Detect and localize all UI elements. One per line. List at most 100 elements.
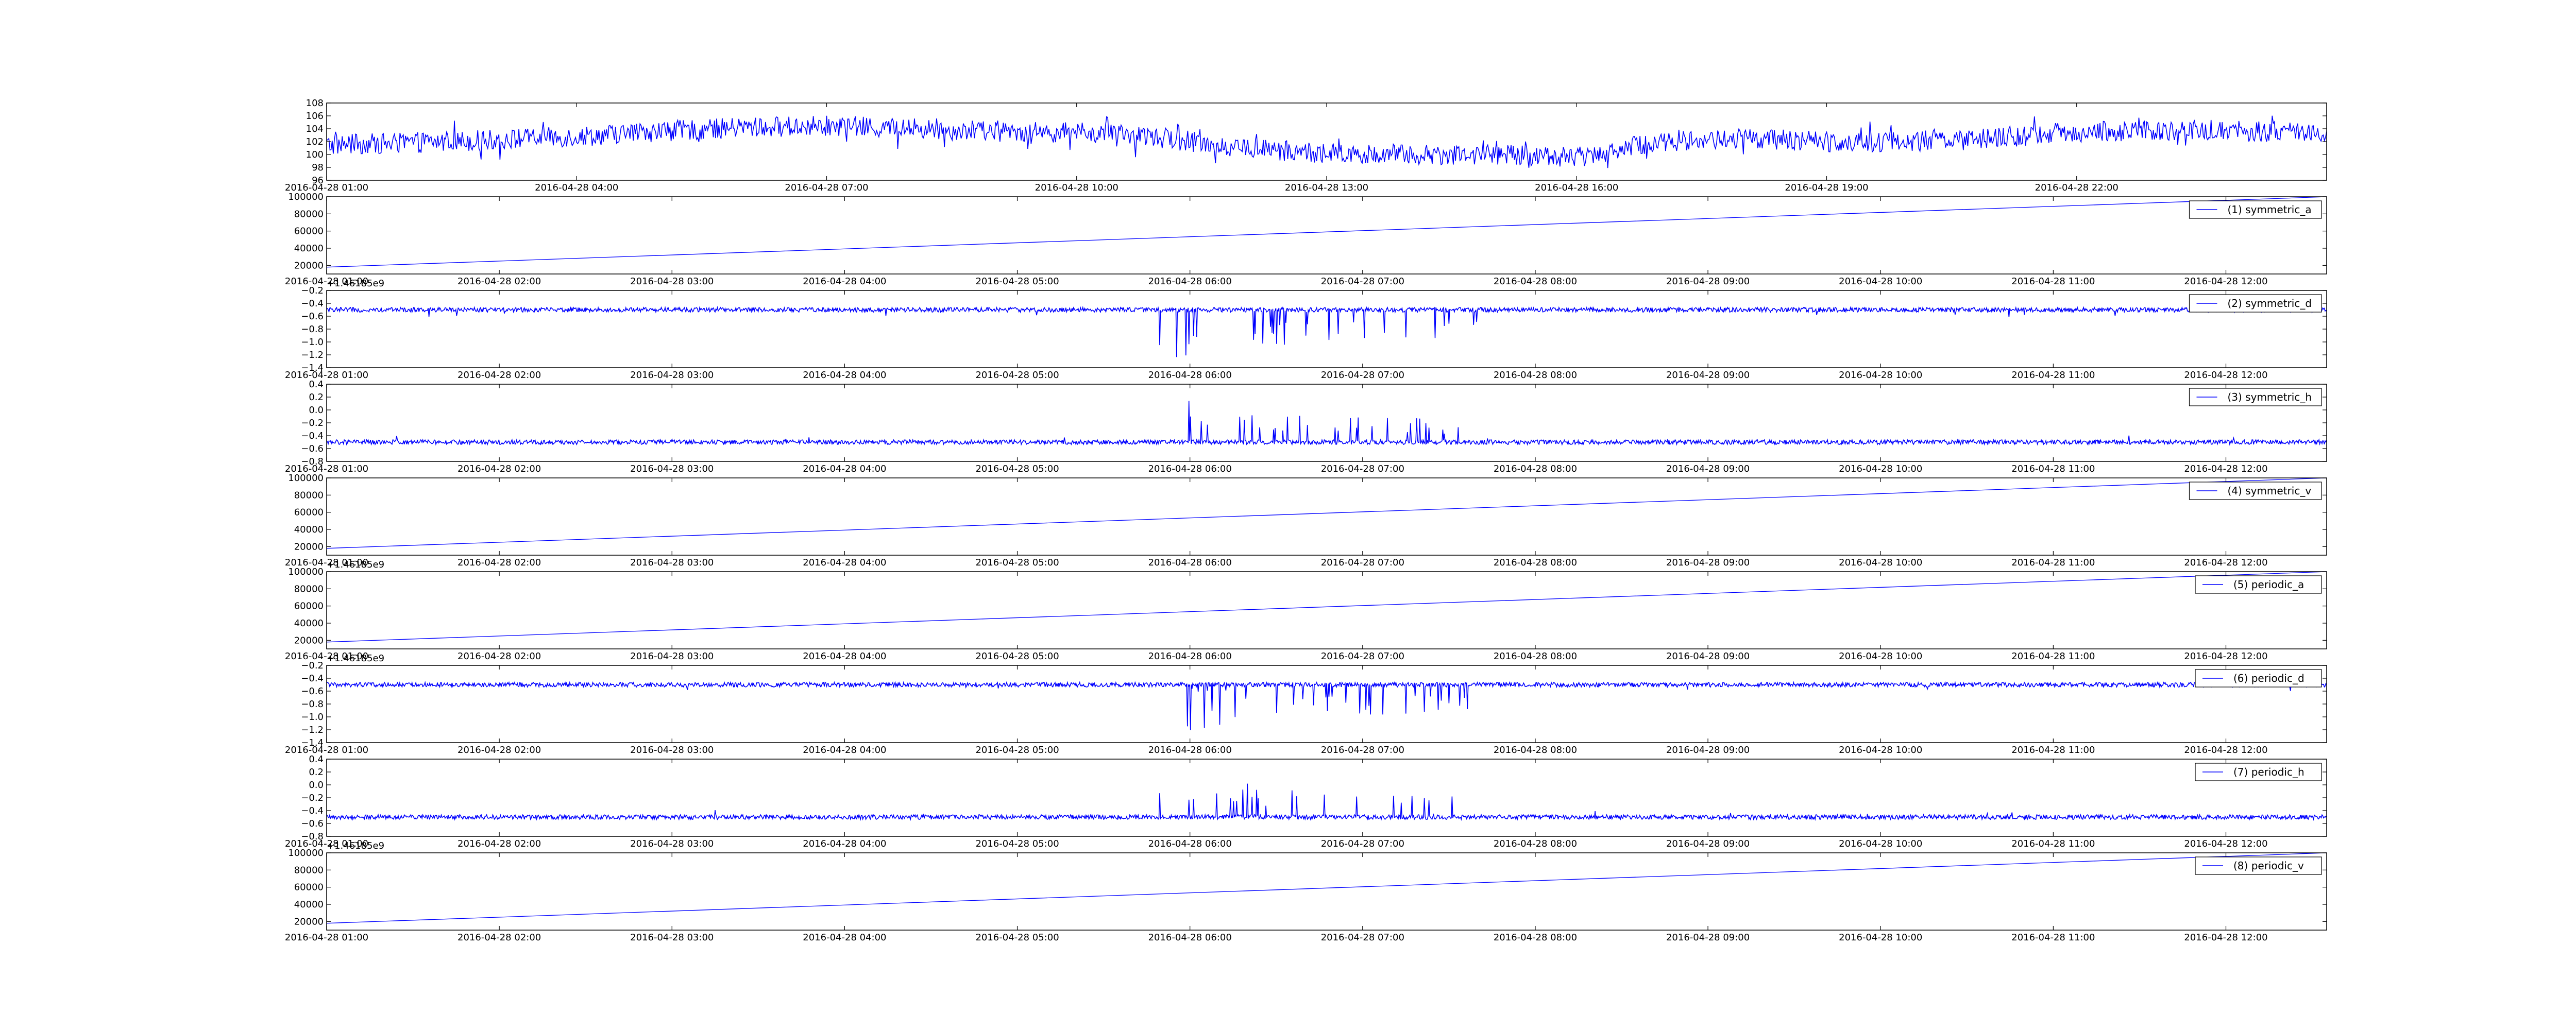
axes-frame bbox=[326, 290, 2327, 368]
x-tick-label: 2016-04-28 05:00 bbox=[975, 464, 1059, 474]
y-tick-label: 0.2 bbox=[309, 392, 324, 403]
legend-label: (7) periodic_h bbox=[2233, 766, 2304, 778]
y-tick-label: 20000 bbox=[294, 635, 324, 646]
x-tick-label: 2016-04-28 06:00 bbox=[1148, 464, 1232, 474]
x-tick-label: 2016-04-28 10:00 bbox=[1035, 182, 1118, 193]
x-tick-label: 2016-04-28 06:00 bbox=[1148, 370, 1232, 381]
legend-label: (6) periodic_d bbox=[2233, 672, 2304, 684]
x-tick-label: 2016-04-28 09:00 bbox=[1666, 932, 1750, 943]
legend: (2) symmetric_d bbox=[2189, 294, 2322, 313]
axes-frame bbox=[326, 384, 2327, 462]
x-tick-label: 2016-04-28 08:00 bbox=[1494, 276, 1577, 287]
x-tick-label: 2016-04-28 02:00 bbox=[457, 557, 541, 568]
x-tick-label: 2016-04-28 11:00 bbox=[2011, 276, 2095, 287]
x-tick-label: 2016-04-28 02:00 bbox=[457, 651, 541, 662]
axes-frame bbox=[326, 102, 2327, 181]
x-tick-label: 2016-04-28 12:00 bbox=[2184, 838, 2267, 849]
x-tick-label: 2016-04-28 12:00 bbox=[2184, 557, 2267, 568]
x-tick-label: 2016-04-28 05:00 bbox=[975, 838, 1059, 849]
y-tick-label: 60000 bbox=[294, 507, 324, 518]
x-tick-label: 2016-04-28 06:00 bbox=[1148, 838, 1232, 849]
x-tick-label: 2016-04-28 05:00 bbox=[975, 276, 1059, 287]
y-tick-label: −0.8 bbox=[301, 831, 324, 842]
series-line bbox=[326, 196, 2327, 268]
y-tick-label: 100000 bbox=[288, 192, 324, 202]
x-tick-label: 2016-04-28 12:00 bbox=[2184, 370, 2267, 381]
subplot-3: −1.4 −1.2 −1.0 −0.8 −0.6 −0.4 −0.2 2016-04-28 0… bbox=[285, 285, 2327, 381]
y-tick-label: −0.6 bbox=[301, 311, 324, 322]
x-tick-label: 2016-04-28 09:00 bbox=[1666, 838, 1750, 849]
x-tick-label: 2016-04-28 02:00 bbox=[457, 932, 541, 943]
y-tick-label: −1.4 bbox=[301, 737, 324, 748]
x-tick-label: 2016-04-28 12:00 bbox=[2184, 464, 2267, 474]
x-tick-label: 2016-04-28 16:00 bbox=[1535, 182, 1618, 193]
x-tick-label: 2016-04-28 07:00 bbox=[1321, 557, 1404, 568]
y-tick-label: −0.4 bbox=[301, 673, 324, 684]
x-tick-label: 2016-04-28 01:00 bbox=[285, 276, 368, 287]
subplot-4: −0.8 −0.6 −0.4 −0.2 0.0 0.2 0.4 2016-04-28 01:0… bbox=[285, 379, 2327, 474]
y-tick-label: −1.0 bbox=[301, 712, 324, 723]
y-tick-label: −0.4 bbox=[301, 298, 324, 309]
series-line bbox=[326, 571, 2327, 643]
y-tick-label: 60000 bbox=[294, 601, 324, 612]
y-tick-label: 60000 bbox=[294, 882, 324, 893]
x-tick-label: 2016-04-28 09:00 bbox=[1666, 464, 1750, 474]
axes-frame bbox=[326, 196, 2327, 274]
x-tick-label: 2016-04-28 07:00 bbox=[1321, 464, 1404, 474]
x-tick-label: 2016-04-28 12:00 bbox=[2184, 932, 2267, 943]
y-tick-label: −0.6 bbox=[301, 818, 324, 829]
subplot-1: 96 98 100 102 104 106 108 2016-04-28 01:00 2016-… bbox=[285, 98, 2327, 193]
y-tick-label: 0.0 bbox=[309, 780, 324, 791]
y-tick-label: 0.4 bbox=[309, 379, 324, 390]
x-tick-label: 2016-04-28 01:00 bbox=[285, 745, 368, 756]
x-tick-label: 2016-04-28 06:00 bbox=[1148, 276, 1232, 287]
y-tick-label: −0.4 bbox=[301, 431, 324, 441]
x-tick-label: 2016-04-28 12:00 bbox=[2184, 276, 2267, 287]
x-tick-label: 2016-04-28 05:00 bbox=[975, 651, 1059, 662]
x-tick-label: 2016-04-28 03:00 bbox=[630, 370, 714, 381]
x-tick-label: 2016-04-28 13:00 bbox=[1285, 182, 1368, 193]
x-tick-label: 2016-04-28 08:00 bbox=[1494, 370, 1577, 381]
x-tick-label: 2016-04-28 10:00 bbox=[1839, 651, 1922, 662]
y-tick-label: −0.6 bbox=[301, 686, 324, 697]
x-tick-label: 2016-04-28 02:00 bbox=[457, 276, 541, 287]
x-tick-label: 2016-04-28 07:00 bbox=[1321, 932, 1404, 943]
offset-label: +1.46185e9 bbox=[327, 559, 384, 570]
legend-label: (8) periodic_v bbox=[2233, 860, 2304, 872]
y-tick-label: −0.2 bbox=[301, 660, 324, 671]
subplot-9: 20000 40000 60000 80000 100000 2016-04-28 01:… bbox=[285, 848, 2327, 943]
y-tick-label: 40000 bbox=[294, 899, 324, 910]
legend: (1) symmetric_a bbox=[2189, 200, 2322, 219]
x-tick-label: 2016-04-28 02:00 bbox=[457, 745, 541, 756]
y-tick-label: −1.4 bbox=[301, 363, 324, 373]
x-tick-label: 2016-04-28 07:00 bbox=[1321, 276, 1404, 287]
x-tick-label: 2016-04-28 10:00 bbox=[1839, 838, 1922, 849]
y-tick-label: −0.6 bbox=[301, 443, 324, 454]
x-tick-label: 2016-04-28 03:00 bbox=[630, 745, 714, 756]
legend: (3) symmetric_h bbox=[2189, 388, 2322, 406]
y-tick-label: 40000 bbox=[294, 243, 324, 254]
y-tick-label: −1.2 bbox=[301, 725, 324, 735]
x-tick-label: 2016-04-28 10:00 bbox=[1839, 557, 1922, 568]
x-tick-label: 2016-04-28 09:00 bbox=[1666, 276, 1750, 287]
x-tick-label: 2016-04-28 08:00 bbox=[1494, 464, 1577, 474]
x-tick-label: 2016-04-28 01:00 bbox=[285, 651, 368, 662]
x-tick-label: 2016-04-28 08:00 bbox=[1494, 745, 1577, 756]
x-tick-label: 2016-04-28 03:00 bbox=[630, 838, 714, 849]
legend-label: (3) symmetric_h bbox=[2228, 391, 2312, 403]
legend-label: (2) symmetric_d bbox=[2228, 297, 2312, 310]
y-tick-label: 98 bbox=[312, 162, 324, 173]
x-tick-label: 2016-04-28 11:00 bbox=[2011, 464, 2095, 474]
y-tick-label: −1.0 bbox=[301, 337, 324, 348]
axes-frame bbox=[326, 759, 2327, 837]
x-tick-label: 2016-04-28 10:00 bbox=[1839, 370, 1922, 381]
y-tick-label: 60000 bbox=[294, 226, 324, 237]
y-tick-label: 80000 bbox=[294, 865, 324, 876]
y-tick-label: 80000 bbox=[294, 209, 324, 219]
x-tick-label: 2016-04-28 06:00 bbox=[1148, 745, 1232, 756]
x-tick-label: 2016-04-28 05:00 bbox=[975, 932, 1059, 943]
x-tick-label: 2016-04-28 01:00 bbox=[285, 838, 368, 849]
y-tick-label: 20000 bbox=[294, 541, 324, 552]
x-tick-label: 2016-04-28 11:00 bbox=[2011, 745, 2095, 756]
